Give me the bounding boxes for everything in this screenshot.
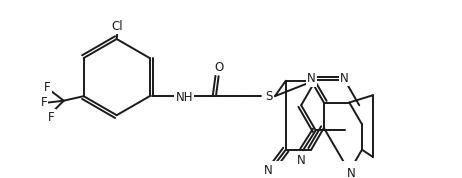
Text: N: N [346, 167, 355, 178]
Text: N: N [307, 72, 316, 85]
Text: F: F [44, 81, 51, 94]
Text: F: F [41, 96, 47, 109]
Text: N: N [297, 154, 305, 167]
Text: N: N [340, 72, 349, 85]
Text: O: O [214, 61, 223, 74]
Text: F: F [48, 111, 55, 124]
Text: N: N [264, 164, 273, 177]
Text: S: S [265, 90, 272, 103]
Text: NH: NH [176, 91, 193, 104]
Text: Cl: Cl [112, 20, 123, 33]
